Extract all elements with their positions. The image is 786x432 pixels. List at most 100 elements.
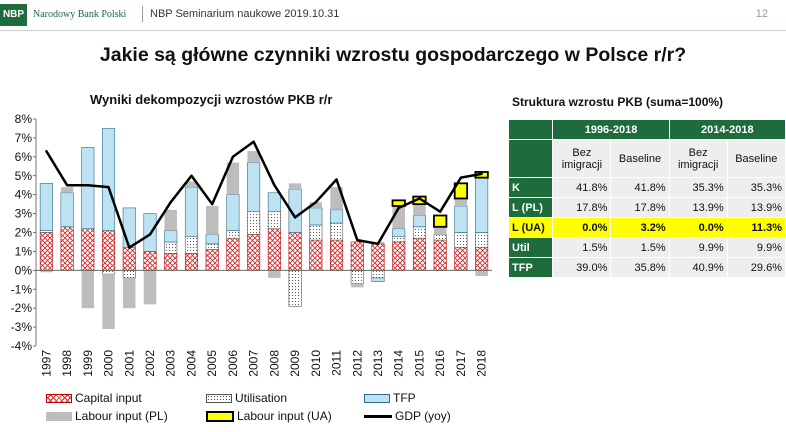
y-tick-label: 5% xyxy=(15,169,33,183)
utilisation-bar xyxy=(350,270,364,284)
gdp-point xyxy=(45,149,48,153)
tfp-bar xyxy=(371,277,385,282)
legend-gdp: GDP (yoy) xyxy=(364,408,451,424)
y-tick-label: -1% xyxy=(11,282,33,296)
tfp-bar xyxy=(39,183,53,231)
capital-bar xyxy=(164,253,178,271)
x-tick-label: 2002 xyxy=(143,350,157,377)
y-tick-label: -2% xyxy=(11,301,33,315)
y-tick-label: 0% xyxy=(15,263,33,277)
tfp-bar xyxy=(60,192,74,228)
table-cell: 1.5% xyxy=(610,237,670,258)
table-cell: 35.8% xyxy=(610,257,670,278)
x-tick-label: 1998 xyxy=(60,350,74,377)
row-label: L (PL) xyxy=(507,197,554,218)
utilisation-bar xyxy=(102,270,116,275)
y-tick-label: -3% xyxy=(11,320,33,334)
capital-bar xyxy=(288,232,302,271)
labour-pl-bar xyxy=(309,202,323,208)
gdp-point xyxy=(252,140,255,143)
gdp-point xyxy=(314,201,318,204)
utilisation-bar xyxy=(454,232,468,248)
table-cell: 3.2% xyxy=(610,217,670,238)
tfp-bar xyxy=(392,228,406,237)
labour-pl-bar xyxy=(288,183,302,189)
tfp-bar xyxy=(247,162,261,212)
gdp-point xyxy=(376,242,380,246)
utilisation-bar xyxy=(247,211,261,235)
capital-bar xyxy=(392,241,406,271)
capital-bar xyxy=(267,228,281,271)
tfp-bar xyxy=(122,207,136,248)
utilisation-bar xyxy=(371,270,385,279)
utilisation-bar xyxy=(226,230,240,239)
legend-swatch-labour-pl xyxy=(46,412,72,422)
labour-pl-bar xyxy=(433,226,447,235)
labour-pl-bar xyxy=(185,181,198,188)
tfp-bar xyxy=(81,147,95,230)
bank-name: Narodowy Bank Polski xyxy=(33,9,127,20)
x-tick-label: 2007 xyxy=(247,350,261,377)
utilisation-bar xyxy=(412,226,426,239)
legend-swatch-tfp xyxy=(364,394,390,404)
capital-bar xyxy=(102,230,116,271)
legend-swatch-capital xyxy=(46,394,72,404)
y-tick-label: 7% xyxy=(15,131,33,145)
x-tick-label: 1997 xyxy=(39,350,53,377)
capital-bar xyxy=(60,226,74,271)
labour-pl-bar xyxy=(268,270,281,278)
y-tick-label: 8% xyxy=(15,112,33,126)
tfp-bar xyxy=(164,230,178,243)
x-tick-label: 2008 xyxy=(267,350,281,377)
labour-pl-bar xyxy=(40,270,53,273)
table-cell: 17.8% xyxy=(552,197,612,218)
labour-pl-bar xyxy=(60,187,74,193)
x-tick-label: 2011 xyxy=(330,350,344,376)
slide-title: Jakie są główne czynniki wzrostu gospoda… xyxy=(99,44,687,66)
capital-bar xyxy=(39,232,53,271)
utilisation-bar xyxy=(330,222,344,241)
header-divider xyxy=(142,6,143,22)
table-row-k: K 41.8% 41.8% 35.3% 35.3% xyxy=(507,177,786,198)
x-tick-label: 1999 xyxy=(81,350,95,377)
tfp-bar xyxy=(184,186,198,237)
x-tick-label: 2001 xyxy=(122,350,136,377)
sub-header-bez-imigracji-1: Bez imigracji xyxy=(552,139,612,178)
row-label: TFP xyxy=(507,257,554,278)
x-tick-label: 2003 xyxy=(164,350,178,377)
gdp-point xyxy=(107,185,110,189)
tfp-bar xyxy=(102,128,116,231)
gdp-point xyxy=(480,172,483,176)
gdp-point xyxy=(418,197,421,200)
x-tick-label: 2005 xyxy=(205,350,219,377)
labour-pl-bar xyxy=(351,283,364,288)
x-tick-label: 2015 xyxy=(412,350,426,377)
period-header-1996-2018: 1996-2018 xyxy=(552,119,670,140)
labour-pl-bar xyxy=(143,270,157,305)
legend-capital: Capital input xyxy=(46,390,142,406)
labour-ua-bar xyxy=(391,199,406,207)
legend-label-labour-ua: Labour input (UA) xyxy=(237,409,332,423)
gdp-point xyxy=(438,210,442,213)
capital-bar xyxy=(330,239,344,271)
legend-swatch-utilisation xyxy=(206,394,232,404)
utilisation-bar xyxy=(309,224,323,241)
labour-pl-bar xyxy=(454,198,468,207)
gdp-decomposition-chart: -4% -3% -2% -1% 0% 1% 2% 3% 4% 5% 6% 7% 8% 1997 1998 19… xyxy=(11,112,492,377)
x-tick-label: 2018 xyxy=(475,350,489,377)
utilisation-bar xyxy=(184,235,198,254)
gdp-point xyxy=(65,184,69,187)
capital-bar xyxy=(122,247,136,271)
table-cell: 0.0% xyxy=(552,217,612,238)
row-label: L (UA) xyxy=(507,217,554,238)
y-tick-label: 6% xyxy=(15,150,33,164)
labour-pl-bar xyxy=(81,270,95,309)
x-tick-label: 2006 xyxy=(226,350,240,377)
capital-bar xyxy=(143,251,157,271)
sub-header-bez-imigracji-2: Bez imigracji xyxy=(668,139,728,178)
table-cell: 11.3% xyxy=(726,217,786,238)
labour-pl-bar xyxy=(226,162,240,195)
x-tick-label: 2004 xyxy=(184,350,198,377)
gdp-point xyxy=(210,202,214,206)
labour-pl-bar xyxy=(164,209,177,231)
